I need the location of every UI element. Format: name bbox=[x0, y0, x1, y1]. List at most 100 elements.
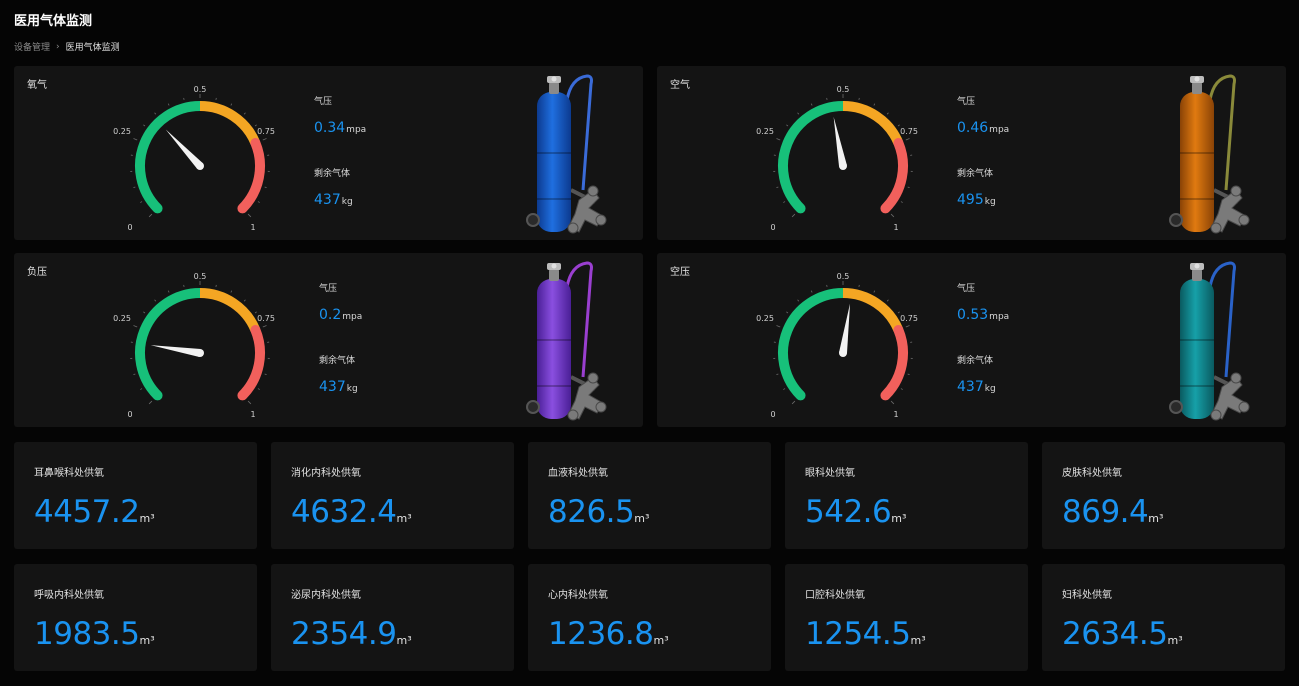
department-oxygen-card-9: 口腔科处供氧 1254.5m³ bbox=[785, 564, 1028, 671]
department-oxygen-value: 1236.8m³ bbox=[548, 616, 669, 652]
department-oxygen-card-3: 血液科处供氧 826.5m³ bbox=[528, 442, 771, 549]
gas-card-2: 空气 0 0.25 0.5 0.75 1 气压 0.46mpa 剩余气体 495… bbox=[657, 66, 1286, 240]
breadcrumb-item-device-management[interactable]: 设备管理 bbox=[14, 43, 51, 53]
gauge-arc-low bbox=[778, 101, 848, 214]
gauge-label-mid: 0.5 bbox=[837, 272, 850, 281]
gauge-tick bbox=[154, 299, 157, 302]
gauge-tick bbox=[133, 325, 138, 328]
gauge-tick bbox=[257, 201, 260, 203]
breadcrumb: 设备管理 › 医用气体监测 bbox=[14, 40, 120, 54]
gauge-label-max: 1 bbox=[893, 223, 898, 232]
pressure-value: 0.34mpa bbox=[314, 120, 367, 136]
gauge-tick bbox=[900, 388, 903, 390]
gauge-label-max: 1 bbox=[893, 410, 898, 419]
gauge-arc-high bbox=[880, 138, 908, 214]
department-oxygen-value: 4632.4m³ bbox=[291, 494, 412, 530]
gauge-tick bbox=[791, 400, 796, 405]
gauge-tick bbox=[143, 124, 146, 127]
gauge-label-q1: 0.25 bbox=[756, 314, 774, 323]
remaining-gas-label: 剩余气体 bbox=[319, 356, 356, 366]
gauge-arc-low bbox=[135, 288, 205, 401]
gauge-label-mid: 0.5 bbox=[194, 272, 207, 281]
gauge-tick bbox=[230, 103, 233, 106]
gauge-needle bbox=[150, 345, 201, 357]
gauge-ticks bbox=[130, 281, 270, 405]
gauge-arc-mid bbox=[842, 101, 904, 146]
gauge-ticks bbox=[130, 94, 270, 218]
gauge-tick bbox=[167, 290, 170, 293]
pressure-gauge: 0 0.25 0.5 0.75 1 bbox=[113, 272, 275, 419]
gauge-tick bbox=[133, 186, 136, 189]
gauge-tick bbox=[890, 213, 895, 218]
gauge-tick bbox=[907, 186, 910, 189]
gauge-tick bbox=[897, 311, 900, 314]
gauge-arc-mid bbox=[842, 288, 904, 333]
gauge-needle-hub bbox=[196, 162, 204, 170]
gauge-needle bbox=[165, 129, 203, 169]
gauge-tick bbox=[133, 373, 136, 376]
gauge-label-mid: 0.5 bbox=[837, 85, 850, 94]
gauge-ticks bbox=[773, 94, 913, 218]
gauge-tick bbox=[776, 138, 781, 141]
department-label: 血液科处供氧 bbox=[548, 468, 608, 479]
page-title: 医用气体监测 bbox=[14, 14, 93, 29]
gauge-needle-hub bbox=[839, 162, 847, 170]
gauge-needle bbox=[839, 303, 851, 354]
gauge-tick bbox=[264, 186, 267, 189]
remaining-gas-label: 剩余气体 bbox=[957, 169, 994, 179]
gauge-tick bbox=[143, 311, 146, 314]
remaining-gas-value: 437kg bbox=[957, 379, 996, 395]
gauge-needle-hub bbox=[196, 349, 204, 357]
gauge-label-max: 1 bbox=[250, 410, 255, 419]
gauge-tick bbox=[247, 400, 252, 405]
gauge-tick bbox=[810, 290, 813, 293]
gauge-tick bbox=[905, 138, 910, 141]
pressure-label: 气压 bbox=[957, 284, 976, 294]
gauge-tick bbox=[243, 112, 246, 115]
gauge-tick bbox=[890, 400, 895, 405]
gauge-arc-low bbox=[135, 101, 205, 214]
gauge-tick bbox=[791, 213, 796, 218]
gauge-tick bbox=[133, 138, 138, 141]
pressure-value: 0.2mpa bbox=[319, 307, 363, 323]
gauge-label-min: 0 bbox=[127, 410, 132, 419]
department-label: 皮肤科处供氧 bbox=[1062, 468, 1122, 479]
department-oxygen-value: 2354.9m³ bbox=[291, 616, 412, 652]
department-oxygen-value: 2634.5m³ bbox=[1062, 616, 1183, 652]
remaining-gas-label: 剩余气体 bbox=[314, 169, 351, 179]
department-oxygen-value: 869.4m³ bbox=[1062, 494, 1164, 530]
gas-name: 空压 bbox=[670, 267, 690, 278]
gas-cylinder-icon bbox=[526, 261, 607, 421]
gauge-tick bbox=[776, 325, 781, 328]
gauge-needle bbox=[833, 116, 847, 167]
department-label: 消化内科处供氧 bbox=[291, 468, 361, 479]
gauge-tick bbox=[243, 299, 246, 302]
department-label: 眼科处供氧 bbox=[805, 468, 855, 479]
gas-cylinder-icon bbox=[1169, 261, 1250, 421]
gas-card-1: 氧气 0 0.25 0.5 0.75 1 气压 0.34mpa 剩余气体 437… bbox=[14, 66, 643, 240]
gas-cylinder-icon bbox=[526, 74, 607, 234]
gauge-tick bbox=[264, 373, 267, 376]
gauge-tick bbox=[776, 373, 779, 376]
gauge-tick bbox=[810, 103, 813, 106]
pressure-label: 气压 bbox=[957, 97, 976, 107]
department-label: 心内科处供氧 bbox=[548, 590, 608, 601]
gauge-tick bbox=[230, 290, 233, 293]
gauge-tick bbox=[873, 103, 876, 106]
department-oxygen-card-4: 眼科处供氧 542.6m³ bbox=[785, 442, 1028, 549]
pressure-label: 气压 bbox=[319, 284, 338, 294]
gauge-label-q3: 0.75 bbox=[257, 127, 275, 136]
gauge-tick bbox=[148, 213, 153, 218]
gauge-tick bbox=[886, 299, 889, 302]
gauge-tick bbox=[167, 103, 170, 106]
gas-name: 氧气 bbox=[27, 80, 47, 91]
department-oxygen-value: 826.5m³ bbox=[548, 494, 650, 530]
gas-card-4: 空压 0 0.25 0.5 0.75 1 气压 0.53mpa 剩余气体 437… bbox=[657, 253, 1286, 427]
department-oxygen-card-7: 泌尿内科处供氧 2354.9m³ bbox=[271, 564, 514, 671]
pressure-gauge: 0 0.25 0.5 0.75 1 bbox=[113, 85, 275, 232]
gauge-arc-mid bbox=[199, 288, 261, 333]
gauge-tick bbox=[247, 213, 252, 218]
gauge-tick bbox=[897, 124, 900, 127]
gauge-tick bbox=[900, 201, 903, 203]
gauge-tick bbox=[140, 201, 143, 203]
